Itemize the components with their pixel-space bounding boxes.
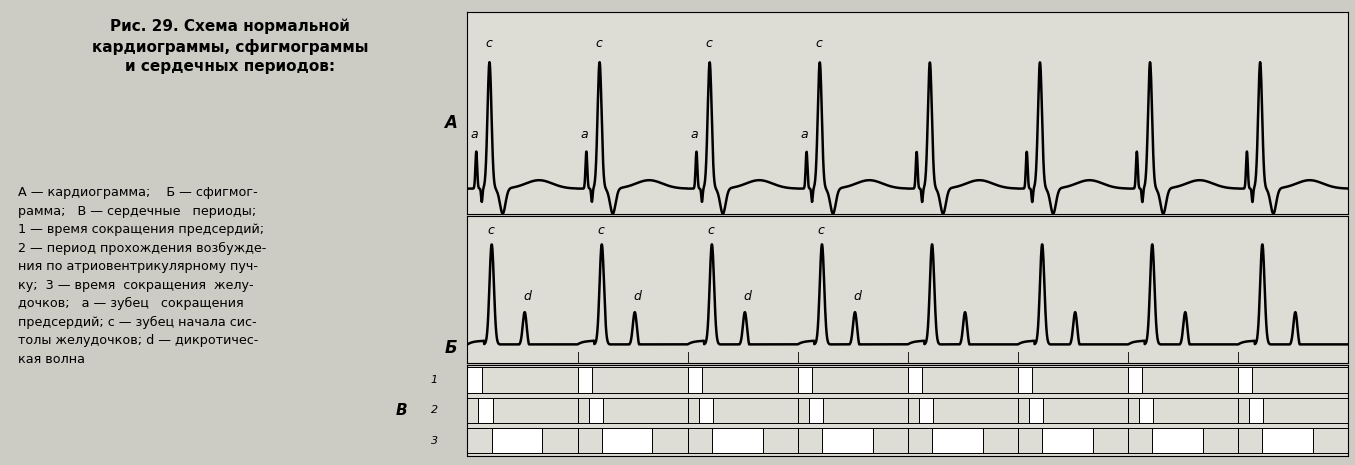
Bar — [467, 428, 577, 453]
Bar — [1018, 367, 1129, 393]
Text: d: d — [633, 290, 641, 303]
Bar — [492, 428, 542, 453]
Bar — [798, 367, 908, 393]
Text: 2: 2 — [431, 405, 438, 415]
Bar — [478, 398, 493, 423]
Text: d: d — [743, 290, 751, 303]
Bar — [687, 367, 798, 393]
Bar — [1140, 398, 1153, 423]
Bar — [919, 398, 934, 423]
Bar — [809, 398, 822, 423]
Bar — [908, 398, 1018, 423]
Bar — [908, 367, 1018, 393]
Text: c: c — [817, 224, 824, 237]
Bar — [798, 367, 812, 393]
Bar — [687, 428, 798, 453]
Text: c: c — [485, 37, 492, 50]
Text: c: c — [707, 224, 714, 237]
Text: 3: 3 — [431, 436, 438, 445]
Text: Б: Б — [444, 339, 457, 357]
Text: a: a — [470, 128, 478, 141]
Text: a: a — [691, 128, 698, 141]
Bar — [1238, 367, 1252, 393]
Bar — [1018, 428, 1129, 453]
Bar — [1238, 367, 1348, 393]
Text: c: c — [595, 37, 602, 50]
Bar — [1129, 367, 1142, 393]
Bar — [577, 367, 687, 393]
Text: В: В — [396, 403, 408, 418]
Bar — [699, 398, 713, 423]
Bar — [908, 428, 1018, 453]
Bar — [1263, 428, 1313, 453]
Bar — [711, 428, 763, 453]
Bar — [1018, 398, 1129, 423]
Bar — [687, 398, 798, 423]
Bar — [1042, 428, 1093, 453]
Text: a: a — [801, 128, 808, 141]
Bar — [822, 428, 873, 453]
Bar — [908, 367, 923, 393]
Text: d: d — [523, 290, 531, 303]
Bar — [687, 367, 702, 393]
Text: c: c — [705, 37, 711, 50]
Bar — [1018, 367, 1033, 393]
Bar — [1238, 428, 1348, 453]
Bar — [588, 398, 603, 423]
Text: 1: 1 — [431, 375, 438, 385]
Text: c: c — [598, 224, 604, 237]
Bar — [1129, 367, 1238, 393]
Text: a: a — [580, 128, 588, 141]
Text: d: d — [854, 290, 862, 303]
Bar — [467, 367, 482, 393]
Bar — [577, 398, 687, 423]
Text: А: А — [444, 114, 457, 132]
Text: Рис. 29. Схема нормальной
кардиограммы, сфигмограммы
и сердечных периодов:: Рис. 29. Схема нормальной кардиограммы, … — [92, 19, 369, 74]
Bar — [1129, 428, 1238, 453]
Bar — [577, 428, 687, 453]
Bar — [602, 428, 653, 453]
Text: c: c — [488, 224, 495, 237]
Bar — [1129, 398, 1238, 423]
Bar — [467, 398, 577, 423]
Text: c: c — [816, 37, 822, 50]
Bar — [577, 367, 592, 393]
Bar — [1249, 398, 1263, 423]
Bar — [467, 367, 577, 393]
Bar — [1238, 398, 1348, 423]
Text: А — кардиограмма;    Б — сфигмог-
рамма;   В — сердечные   периоды;
1 — время со: А — кардиограмма; Б — сфигмог- рамма; В … — [19, 186, 267, 366]
Bar — [1152, 428, 1203, 453]
Bar — [932, 428, 982, 453]
Bar — [798, 398, 908, 423]
Bar — [1028, 398, 1043, 423]
Bar — [798, 428, 908, 453]
